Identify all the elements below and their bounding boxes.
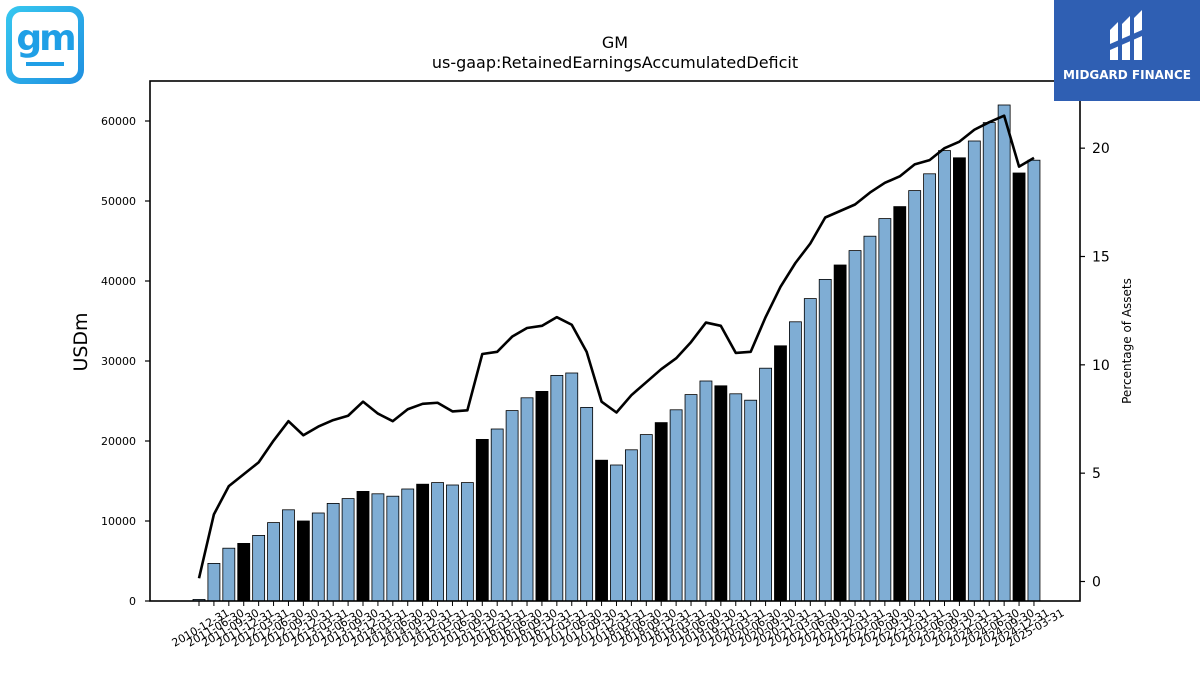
bar-2011-09-30	[222, 547, 236, 602]
x-axis-ticks: 2010-12-312011-06-302011-09-302011-12-31…	[170, 601, 1066, 650]
bar-2018-12-31	[654, 422, 668, 602]
bar-2020-03-31	[729, 393, 743, 602]
bar-2013-03-31	[311, 512, 325, 602]
bar-2021-03-31	[789, 321, 802, 602]
bar-2023-06-30	[923, 173, 936, 602]
bar-2012-03-31	[252, 535, 266, 602]
y-tick-label: 20000	[101, 435, 136, 448]
bar-2023-12-31	[953, 157, 966, 602]
bar-2018-03-31	[610, 464, 623, 602]
bar-2014-06-30	[386, 495, 400, 602]
bar-2021-06-30	[803, 298, 817, 602]
bar-2013-06-30	[326, 502, 340, 602]
y2-axis-ticks: 0 5 10 15 20	[1080, 141, 1110, 591]
bar-2019-03-31	[669, 409, 683, 602]
y-tick-label: 40000	[101, 275, 136, 288]
y2-tick-label: 0	[1092, 575, 1101, 591]
y-tick-label: 50000	[101, 195, 136, 208]
bar-2020-12-31	[774, 345, 787, 602]
bar-2016-03-31	[490, 428, 504, 602]
y2-tick-label: 15	[1092, 250, 1110, 266]
bar-2016-09-30	[520, 397, 534, 602]
bar-2024-06-30	[982, 122, 996, 602]
bar-2022-12-31	[893, 206, 907, 602]
bar-2015-09-30	[460, 482, 474, 602]
bar-2011-06-30	[207, 563, 221, 602]
bar-2023-03-31	[908, 190, 922, 602]
y-tick-label: 0	[129, 595, 136, 608]
bar-2023-09-30	[938, 150, 951, 602]
bar-2015-06-30	[446, 484, 459, 602]
bar-2015-03-31	[431, 482, 444, 602]
bar-2013-09-30	[341, 498, 355, 602]
bar-2014-03-31	[371, 493, 385, 602]
midgard-mark-icon	[1110, 10, 1142, 60]
bar-2017-03-31	[550, 374, 564, 602]
bar-2018-09-30	[639, 434, 653, 602]
bar-2016-06-30	[505, 410, 519, 602]
bar-2017-12-31	[595, 459, 608, 602]
bar-2016-12-31	[535, 390, 549, 602]
bar-2025-03-31	[1027, 159, 1041, 602]
y2-tick-label: 10	[1092, 358, 1110, 374]
bar-series	[192, 104, 1041, 602]
bar-2019-12-31	[714, 385, 728, 602]
gm-logo-text: gm	[16, 18, 76, 59]
bar-2024-12-31	[1012, 172, 1026, 602]
chart-subtitle: us-gaap:RetainedEarningsAccumulatedDefic…	[432, 53, 798, 72]
y-tick-label: 60000	[101, 115, 136, 128]
bar-2017-06-30	[565, 372, 579, 602]
bar-2017-09-30	[580, 406, 594, 602]
bar-2012-06-30	[267, 522, 280, 602]
bar-2019-09-30	[699, 380, 713, 602]
bar-2014-09-30	[401, 488, 415, 602]
bar-2014-12-31	[416, 483, 430, 602]
bar-2024-03-31	[967, 140, 981, 602]
midgard-finance-logo: MIDGARD FINANCE	[1054, 0, 1200, 101]
y-axis-label: USDm	[70, 312, 92, 371]
bar-2020-09-30	[759, 367, 772, 602]
bar-2012-12-31	[296, 520, 310, 602]
percentage-line	[197, 114, 1035, 579]
gm-logo: gm	[6, 6, 84, 84]
bar-2022-03-31	[848, 250, 862, 602]
plot-frame	[149, 80, 1081, 602]
bar-2022-06-30	[863, 235, 877, 602]
y-tick-label: 30000	[101, 355, 136, 368]
y2-tick-label: 20	[1092, 141, 1110, 157]
midgard-finance-label: MIDGARD FINANCE	[1063, 68, 1191, 82]
y2-tick-label: 5	[1092, 466, 1101, 482]
bar-2011-12-31	[237, 543, 251, 602]
bar-2013-12-31	[356, 490, 370, 602]
bar-2022-09-30	[878, 218, 892, 602]
bar-2024-09-30	[997, 104, 1011, 602]
bar-2021-09-30	[818, 278, 832, 602]
gm-logo-inner: gm	[12, 12, 78, 78]
gm-logo-underline	[26, 62, 64, 66]
y-axis-ticks: 0 10000 20000 30000 40000 50000 60000	[101, 115, 150, 608]
bar-2018-06-30	[624, 449, 638, 602]
bar-2020-06-30	[744, 399, 758, 602]
bar-2015-12-31	[475, 438, 489, 602]
y2-axis-label: Percentage of Assets	[1120, 278, 1134, 404]
chart-title: GM	[602, 33, 628, 52]
bar-2019-06-30	[684, 394, 698, 602]
y-tick-label: 10000	[101, 515, 136, 528]
bar-2012-09-30	[282, 509, 295, 602]
bar-2021-12-31	[833, 264, 847, 602]
